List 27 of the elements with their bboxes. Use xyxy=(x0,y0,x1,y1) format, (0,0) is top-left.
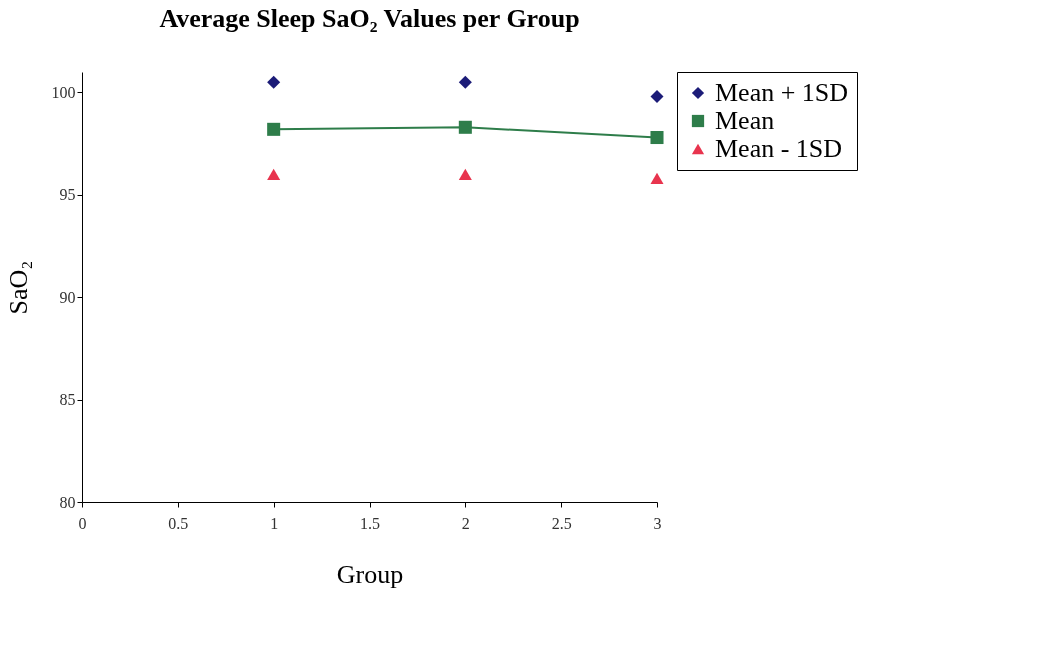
point xyxy=(267,75,281,89)
x-tick-label: 1 xyxy=(270,514,279,532)
x-axis-title: Group xyxy=(336,559,404,589)
point xyxy=(267,122,281,136)
y-tick-label: 80 xyxy=(59,493,76,511)
point xyxy=(267,168,281,181)
legend-label: Mean + 1SD xyxy=(715,78,849,107)
x-tick-label: 0.5 xyxy=(168,514,189,532)
point xyxy=(650,90,664,104)
x-tick-label: 2 xyxy=(461,514,470,532)
chart-title: Average Sleep SaO₂ Values per Group xyxy=(159,3,580,33)
y-tick-label: 90 xyxy=(59,288,76,306)
point xyxy=(458,75,472,89)
x-tick-label: 0 xyxy=(78,514,87,532)
x-tick-label: 1.5 xyxy=(360,514,380,532)
point xyxy=(650,172,664,185)
y-tick-label: 85 xyxy=(59,391,76,409)
x-tick-label: 3 xyxy=(653,514,662,532)
x-tick-label: 2.5 xyxy=(551,514,572,532)
point xyxy=(458,168,472,181)
point xyxy=(458,120,472,134)
legend-label: Mean xyxy=(715,106,775,135)
y-tick-label: 95 xyxy=(59,186,76,204)
y-tick-label: 100 xyxy=(51,83,76,101)
point xyxy=(650,131,664,145)
y-axis-title: SaO₂ xyxy=(3,260,33,315)
legend-label: Mean - 1SD xyxy=(715,134,843,163)
